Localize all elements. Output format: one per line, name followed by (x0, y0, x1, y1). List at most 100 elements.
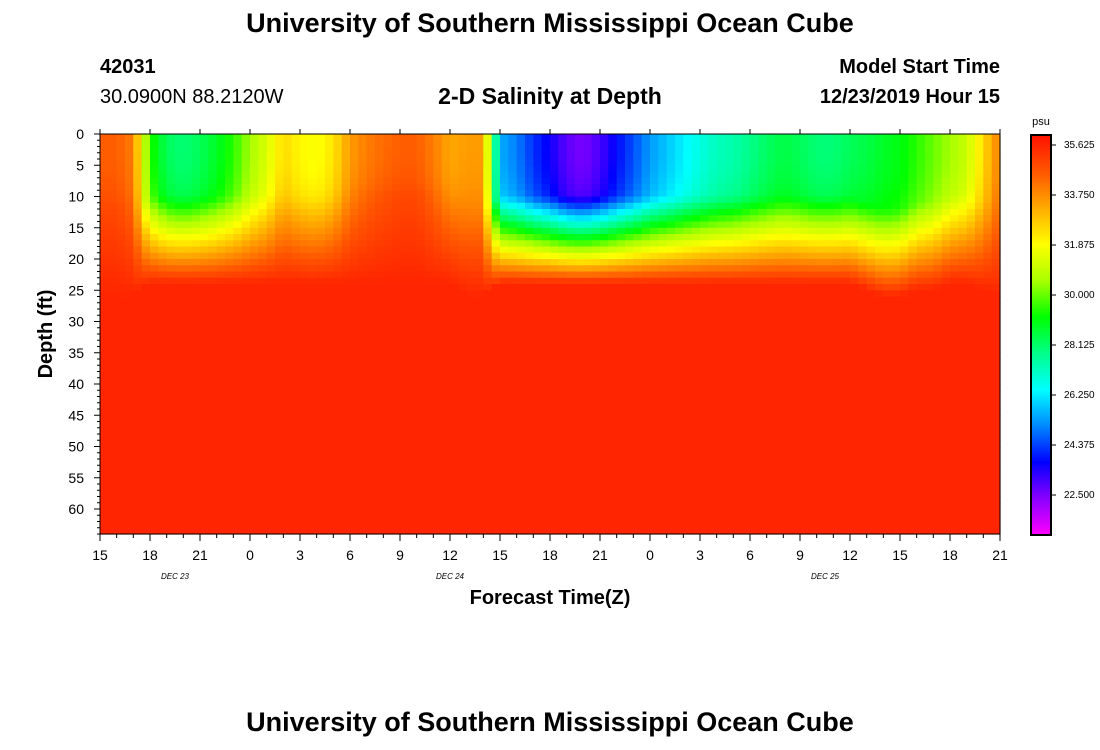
heat-cell (641, 465, 651, 473)
heat-cell (250, 196, 259, 204)
heat-cell (525, 352, 534, 360)
heat-cell (300, 346, 309, 354)
heat-cell (333, 159, 343, 166)
heat-cell (216, 421, 226, 429)
heat-cell (591, 446, 601, 454)
heat-cell (241, 415, 251, 423)
heat-cell (375, 421, 384, 429)
heat-cell (166, 321, 176, 329)
heat-cell (308, 277, 318, 285)
heat-cell (266, 415, 276, 423)
heat-cell (633, 146, 643, 154)
heat-cell (291, 365, 301, 373)
heat-cell (700, 302, 709, 310)
heat-cell (333, 227, 343, 235)
heat-cell (158, 409, 168, 416)
heat-cell (216, 390, 226, 398)
heat-cell (275, 302, 284, 310)
heat-cell (733, 202, 743, 210)
heat-cell (641, 346, 651, 354)
heat-cell (400, 296, 409, 304)
heat-cell (650, 184, 659, 191)
heat-cell (175, 265, 184, 273)
heat-cell (366, 202, 376, 210)
heat-cell (250, 390, 259, 398)
heat-cell (441, 146, 451, 154)
heat-cell (141, 152, 151, 160)
heat-cell (433, 146, 443, 154)
heat-cell (558, 359, 568, 366)
heat-cell (533, 327, 543, 335)
heat-cell (458, 202, 468, 210)
heat-cell (433, 390, 443, 398)
heat-cell (550, 502, 559, 510)
heat-cell (558, 409, 568, 416)
heat-cell (191, 259, 201, 266)
heat-cell (333, 521, 343, 529)
heat-cell (708, 246, 718, 254)
heat-cell (275, 227, 284, 235)
heat-cell (550, 421, 559, 429)
heat-cell (666, 427, 676, 435)
heat-cell (591, 384, 601, 391)
heat-cell (725, 427, 734, 435)
heat-cell (716, 259, 726, 266)
heat-cell (508, 402, 518, 410)
heat-cell (216, 371, 226, 379)
heat-cell (650, 196, 659, 204)
heat-cell (500, 309, 509, 316)
heat-cell (500, 440, 509, 448)
heat-cell (133, 234, 143, 241)
heat-cell (716, 465, 726, 473)
heat-cell (208, 284, 218, 291)
heat-cell (175, 321, 184, 329)
heat-cell (458, 177, 468, 185)
heat-cell (316, 202, 326, 210)
heat-cell (625, 140, 634, 148)
heat-cell (525, 215, 534, 223)
heat-cell (483, 259, 493, 266)
heat-cell (108, 421, 118, 429)
heat-cell (225, 352, 234, 360)
heat-cell (350, 196, 359, 204)
heat-cell (183, 171, 193, 179)
heat-cell (566, 252, 576, 260)
heat-cell (175, 452, 184, 460)
heat-cell (275, 465, 284, 473)
heat-cell (233, 384, 243, 391)
heat-cell (666, 477, 676, 485)
heat-cell (400, 415, 409, 423)
heat-cell (175, 221, 184, 229)
heat-cell (566, 271, 576, 279)
heat-cell (558, 390, 568, 398)
heat-cell (458, 315, 468, 323)
heat-cell (225, 365, 234, 373)
heat-cell (200, 302, 209, 310)
heat-cell (141, 315, 151, 323)
heat-cell (108, 277, 118, 285)
heat-cell (675, 427, 684, 435)
heat-cell (566, 171, 576, 179)
heat-cell (641, 477, 651, 485)
heat-cell (150, 527, 159, 535)
heat-cell (333, 409, 343, 416)
heat-cell (550, 240, 559, 248)
plot-title: 2-D Salinity at Depth (438, 83, 662, 109)
heat-cell (250, 477, 259, 485)
heat-cell (516, 421, 526, 429)
heat-cell (283, 190, 293, 198)
heat-cell (550, 309, 559, 316)
heat-cell (575, 415, 584, 423)
heat-cell (125, 415, 134, 423)
heat-cell (541, 384, 551, 391)
heat-cell (691, 152, 701, 160)
heat-cell (358, 440, 368, 448)
heat-cell (558, 177, 568, 185)
heat-cell (591, 140, 601, 148)
heat-cell (683, 134, 693, 141)
heat-cell (733, 421, 743, 429)
heat-cell (425, 527, 434, 535)
heat-cell (250, 271, 259, 279)
heat-cell (316, 159, 326, 166)
heat-cell (291, 252, 301, 260)
